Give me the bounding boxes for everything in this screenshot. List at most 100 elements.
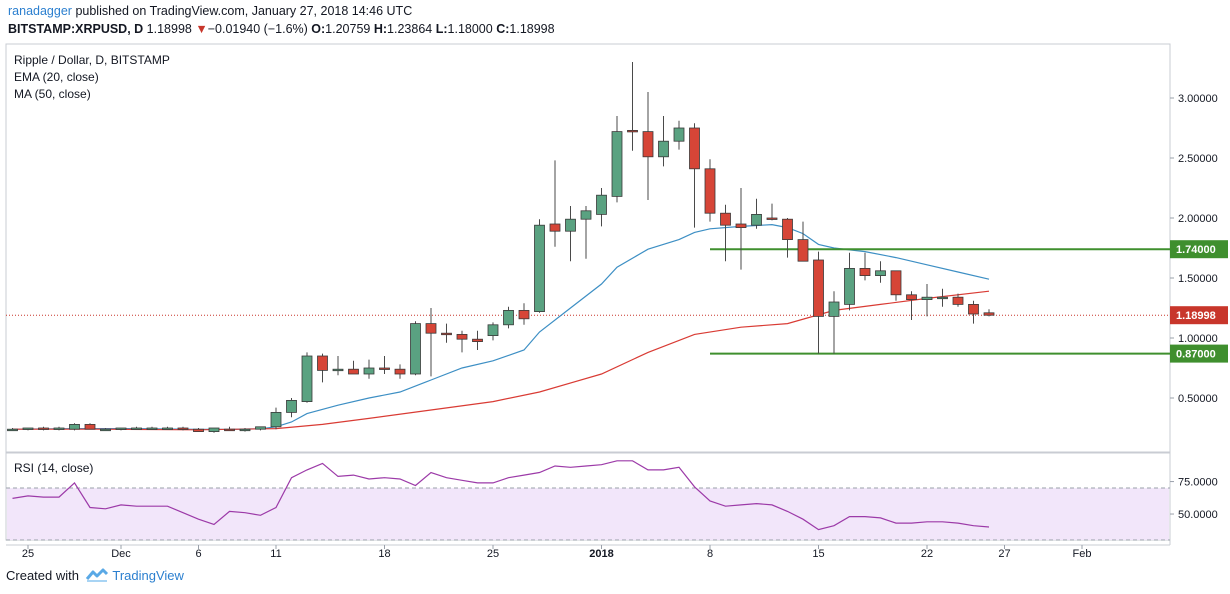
last-value: 1.18998 (146, 22, 192, 36)
candle-down (394, 368, 406, 375)
level-price-badge (1170, 240, 1228, 259)
candle-down (177, 427, 189, 430)
price-tick-label: 3.00000 (1178, 93, 1218, 105)
candle-down (549, 223, 561, 232)
candle-down (224, 428, 235, 432)
candle-up (565, 218, 576, 232)
ohlc-line: BITSTAMP:XRPUSD, D 1.18998 ▼−0.01940 (−1… (8, 22, 555, 36)
candle-up (751, 213, 762, 226)
author-link[interactable]: ranadagger (8, 4, 72, 18)
last-price-badge (1170, 306, 1228, 325)
candle-up (875, 270, 886, 276)
candle-down (890, 270, 902, 296)
candle-up (332, 368, 344, 372)
candle-down (766, 217, 778, 220)
time-tick-label: 25 (22, 548, 34, 560)
candle-up (921, 296, 933, 301)
candle-up (255, 426, 266, 430)
candle-up (146, 427, 158, 430)
price-tick-label: 0.50000 (1178, 393, 1218, 405)
tradingview-link[interactable]: TradingView (112, 568, 184, 583)
candle-up (658, 140, 669, 158)
time-tick-label: Feb (1073, 548, 1092, 560)
candle-up (611, 131, 623, 197)
candle-up (115, 427, 127, 430)
candle-down (84, 423, 96, 430)
candle-up (22, 427, 34, 430)
candle-up (937, 296, 948, 300)
price-tick-label: 2.50000 (1178, 153, 1218, 165)
rsi-title: RSI (14, close) (14, 461, 93, 475)
ema-20-line (12, 223, 990, 430)
ma-50-line (12, 290, 990, 431)
candle-down (317, 355, 328, 371)
symbol-label: BITSTAMP:XRPUSD, D (8, 22, 144, 36)
rsi-tick-label: 50.0000 (1178, 509, 1218, 521)
publish-line: ranadagger published on TradingView.com,… (8, 4, 412, 18)
candle-up (301, 355, 313, 402)
legend-entry: EMA (20, close) (14, 70, 99, 84)
candle-down (735, 223, 747, 228)
candle-down (38, 427, 49, 430)
high-label: H: (373, 22, 388, 36)
candle-down (425, 323, 437, 334)
candle-up (286, 399, 297, 413)
candle-up (844, 267, 855, 305)
candle-up (534, 224, 545, 312)
candle-down (859, 267, 871, 276)
candle-down (720, 212, 731, 226)
close-value: 1.18998 (509, 22, 555, 36)
published-text: published on TradingView.com, January 27… (75, 4, 413, 18)
close-label: C: (496, 22, 510, 36)
created-with-label: Created with (6, 568, 79, 583)
time-tick-label: 11 (270, 548, 281, 560)
legend-entry: MA (50, close) (14, 87, 91, 101)
candle-up (53, 427, 65, 430)
candle-down (348, 368, 359, 375)
level-price-label: 1.74000 (1176, 244, 1216, 256)
price-tick-label: 1.50000 (1178, 273, 1218, 285)
time-tick-label: 6 (195, 548, 201, 560)
time-tick-label: 22 (921, 548, 933, 560)
open-label: O: (311, 22, 326, 36)
legend-entry: Ripple / Dollar, D, BITSTAMP (14, 53, 170, 67)
candle-up (410, 323, 421, 375)
candle-down (813, 259, 824, 317)
candle-down (627, 129, 638, 133)
candle-down (472, 338, 483, 343)
rsi-tick-label: 75.0000 (1178, 477, 1218, 489)
candle-down (518, 309, 530, 320)
time-tick-label: 25 (487, 548, 499, 560)
candle-up (596, 194, 607, 215)
candle-up (239, 428, 251, 432)
candle-up (673, 127, 685, 142)
footer: Created with TradingView (6, 568, 184, 585)
candle-up (69, 423, 80, 430)
high-value: 1.23864 (387, 22, 433, 36)
candle-down (983, 312, 995, 316)
candle-up (131, 427, 142, 430)
candle-up (828, 301, 840, 317)
candle-down (968, 303, 979, 315)
candle-down (797, 239, 809, 262)
candle-up (503, 309, 514, 326)
time-tick-label: Dec (111, 548, 131, 560)
candle-down (379, 367, 390, 370)
rsi-band (7, 488, 1169, 540)
candle-down (193, 428, 204, 433)
time-tick-label: 2018 (589, 548, 613, 560)
candle-up (363, 367, 375, 375)
candle-down (441, 332, 452, 336)
candle-down (906, 294, 917, 300)
candle-down (456, 333, 468, 340)
open-value: 1.20759 (325, 22, 371, 36)
candle-up (100, 428, 111, 432)
time-tick-label: 18 (378, 548, 390, 560)
change-value: −0.01940 (−1.6%) (207, 22, 308, 36)
time-tick-label: 27 (998, 548, 1010, 560)
candle-down (952, 296, 964, 305)
tradingview-logo-icon[interactable] (85, 568, 109, 585)
price-pane-frame (5, 43, 1171, 453)
level-price-badge (1170, 344, 1228, 363)
